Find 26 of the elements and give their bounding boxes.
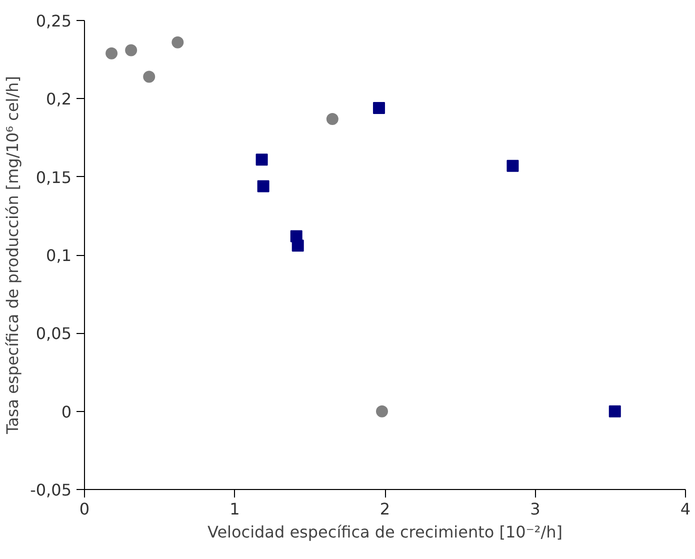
x-tick-label: 4 [680,500,691,518]
point [292,240,304,252]
x-tick-label: 2 [380,500,390,518]
point [172,36,184,48]
point [257,180,270,192]
point [608,405,621,418]
point [376,405,388,418]
y-axis-title: Tasa específica de producción [mg/10⁶ cel/h] [3,76,22,436]
y-tick-label: 0,05 [36,324,72,344]
point [125,44,138,56]
y-tick-label: 0,1 [46,246,72,265]
point [256,154,268,166]
point [106,47,118,60]
point [143,70,156,83]
x-axis-title: Velocidad específica de crecimiento [10⁻²/h] [207,522,563,542]
y-tick-label: 0,2 [46,90,72,109]
point [372,102,385,114]
y-tick-label: -0,05 [30,480,72,500]
point [326,113,338,125]
x-tick-label: 1 [230,500,240,518]
y-tick-label: 0,15 [36,168,72,187]
x-tick-label: 3 [530,500,540,518]
x-tick-label: 0 [79,500,90,518]
y-tick-label: 0,25 [36,12,72,30]
y-tick-label: 0 [61,402,72,422]
point [506,160,519,172]
